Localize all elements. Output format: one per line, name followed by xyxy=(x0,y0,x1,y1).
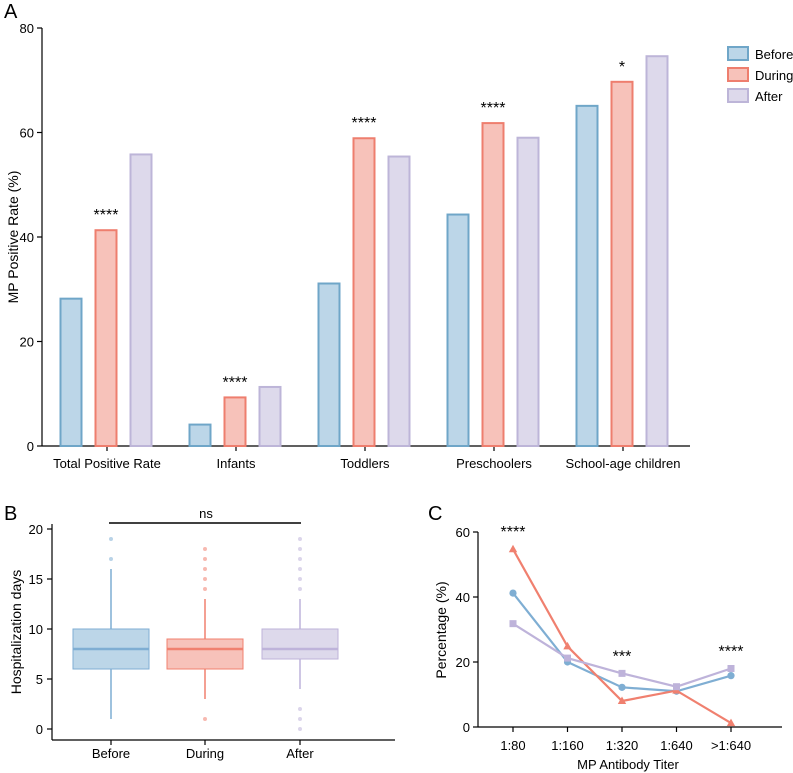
y-axis-title: MP Positive Rate (%) xyxy=(5,171,21,304)
outlier-point xyxy=(203,547,207,551)
significance-label: **** xyxy=(223,374,248,391)
x-tick-label: Toddlers xyxy=(340,456,390,471)
point-during xyxy=(508,544,518,553)
x-tick-label: During xyxy=(186,746,224,761)
bar-after xyxy=(129,153,153,447)
significance-label: **** xyxy=(501,524,526,541)
legend-label-before: Before xyxy=(755,47,793,62)
y-axis-title: Percentage (%) xyxy=(433,581,449,678)
box-after xyxy=(261,628,339,660)
point-after xyxy=(509,620,517,628)
point-before xyxy=(727,672,735,680)
y-tick-label: 80 xyxy=(20,21,34,36)
legend-label-after: After xyxy=(755,89,783,104)
point-after xyxy=(673,683,680,691)
legend-swatch-before xyxy=(727,46,749,61)
outlier-point xyxy=(109,557,113,561)
y-tick-label: 60 xyxy=(20,126,34,141)
bar-during xyxy=(94,229,118,447)
x-tick-label: After xyxy=(286,746,314,761)
legend-swatch-after xyxy=(727,88,749,103)
outlier-point xyxy=(298,717,302,721)
outlier-point xyxy=(203,587,207,591)
y-tick-label: 40 xyxy=(456,590,470,605)
outlier-point xyxy=(203,717,207,721)
x-tick-label: Before xyxy=(92,746,130,761)
outlier-point xyxy=(298,537,302,541)
bar-after xyxy=(645,55,669,448)
significance-label: **** xyxy=(94,207,119,224)
y-tick-label: 40 xyxy=(20,230,34,245)
x-tick-label: 1:80 xyxy=(500,738,525,753)
y-tick-label: 20 xyxy=(456,655,470,670)
outlier-point xyxy=(298,557,302,561)
outlier-point xyxy=(298,707,302,711)
bar-after xyxy=(516,136,540,447)
bar-after xyxy=(258,385,282,447)
significance-label: **** xyxy=(719,644,744,661)
bar-during xyxy=(352,137,376,447)
bar-during xyxy=(610,80,634,447)
y-tick-label: 0 xyxy=(463,720,470,735)
x-tick-label: >1:640 xyxy=(711,738,751,753)
outlier-point xyxy=(298,727,302,731)
panel-label-c: C xyxy=(428,503,442,525)
significance-label: *** xyxy=(613,648,632,665)
comparison-annotation: ns xyxy=(199,506,213,521)
x-tick-label: Total Positive Rate xyxy=(53,456,161,471)
legend-swatch-during xyxy=(727,67,749,82)
outlier-point xyxy=(109,537,113,541)
point-after xyxy=(618,669,626,677)
y-tick-label: 20 xyxy=(29,522,43,537)
box-plot-panel-b: 0 5 10 15 20 Hospitalization days Before During… xyxy=(8,506,395,761)
outlier-point xyxy=(298,577,302,581)
x-tick-label: 1:320 xyxy=(606,738,639,753)
y-tick-label: 0 xyxy=(36,722,43,737)
bar-before xyxy=(188,423,212,448)
outlier-point xyxy=(298,587,302,591)
point-before xyxy=(509,589,517,597)
panel-label-a: A xyxy=(4,1,18,23)
y-axis-title: Hospitalization days xyxy=(8,570,24,695)
x-tick-label: Preschoolers xyxy=(456,456,532,471)
x-tick-label: Infants xyxy=(216,456,256,471)
point-before xyxy=(618,683,626,691)
point-during xyxy=(726,718,736,727)
significance-label: **** xyxy=(352,115,377,132)
bar-chart-panel-a: 0 20 40 60 80 MP Positive Rate (%) Total Posit… xyxy=(5,21,793,471)
y-tick-label: 0 xyxy=(27,439,34,454)
line-chart-panel-c: 0 20 40 60 Percentage (%) MP Antibody Titer 1:… xyxy=(433,524,782,772)
bar-during xyxy=(223,396,247,447)
x-axis-title: MP Antibody Titer xyxy=(577,757,679,772)
bar-during xyxy=(481,122,505,447)
panel-label-b: B xyxy=(4,503,17,525)
point-during xyxy=(563,641,572,650)
significance-label: * xyxy=(619,59,625,76)
x-tick-label: School-age children xyxy=(566,456,681,471)
point-during xyxy=(617,696,627,704)
y-tick-label: 10 xyxy=(29,622,43,637)
point-after xyxy=(564,654,571,662)
y-tick-label: 15 xyxy=(29,572,43,587)
bar-before xyxy=(446,213,470,447)
box-during xyxy=(166,638,244,670)
y-tick-label: 20 xyxy=(20,335,34,350)
outlier-point xyxy=(203,557,207,561)
outlier-point xyxy=(298,567,302,571)
x-tick-label: 1:640 xyxy=(660,738,693,753)
y-tick-label: 60 xyxy=(456,525,470,540)
bar-before xyxy=(317,282,341,447)
legend-label-during: During xyxy=(755,68,793,83)
y-tick-label: 5 xyxy=(36,672,43,687)
outlier-point xyxy=(203,567,207,571)
point-after xyxy=(727,665,735,672)
outlier-point xyxy=(203,577,207,581)
significance-label: **** xyxy=(481,100,506,117)
outlier-point xyxy=(298,547,302,551)
bar-before xyxy=(575,104,599,447)
x-tick-label: 1:160 xyxy=(551,738,584,753)
bar-before xyxy=(59,297,83,447)
bar-after xyxy=(387,155,411,447)
